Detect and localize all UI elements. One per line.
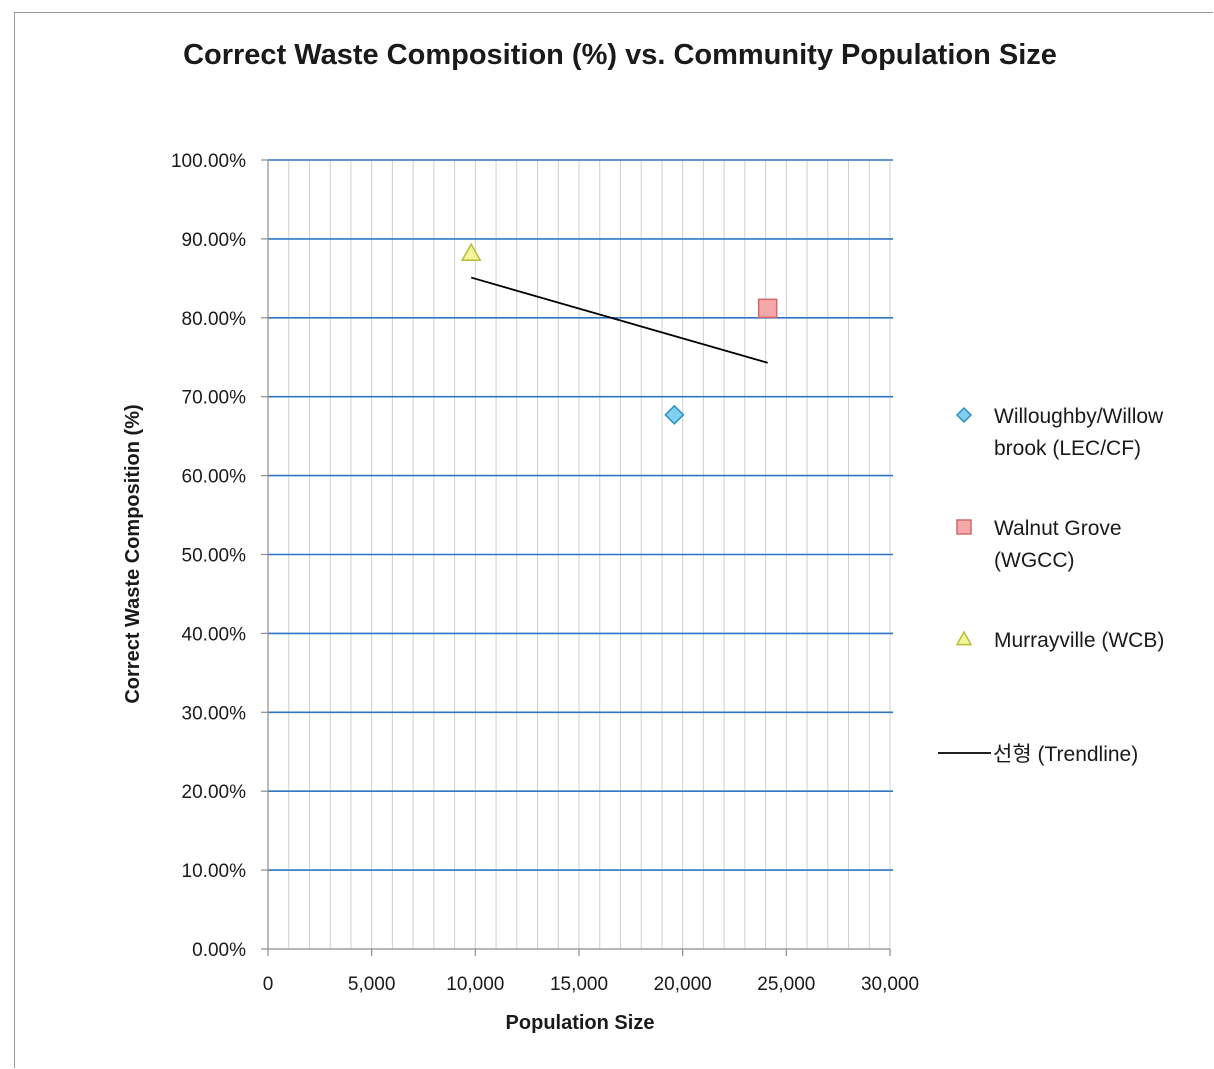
y-tick-label: 100.00% <box>171 151 246 172</box>
x-tick-label: 10,000 <box>446 974 504 995</box>
y-tick-label: 70.00% <box>182 388 247 409</box>
y-tick-label: 90.00% <box>182 230 247 251</box>
y-tick-label: 80.00% <box>182 309 247 330</box>
y-tick-label: 10.00% <box>182 861 247 882</box>
legend-trendline-label: 선형 (Trendline) <box>993 743 1138 766</box>
y-tick-label: 0.00% <box>192 940 246 961</box>
legend-label: Willoughby/Willow <box>994 405 1164 428</box>
legend-label: Murrayville (WCB) <box>994 629 1164 652</box>
y-tick-label: 50.00% <box>182 546 247 567</box>
x-tick-labels: 0 5,000 10,000 15,000 20,000 25,000 30,000 <box>263 974 919 995</box>
legend-label: brook (LEC/CF) <box>994 437 1141 460</box>
legend-marker-diamond <box>955 406 973 424</box>
y-tick-label: 30.00% <box>182 703 247 724</box>
data-point-square <box>757 298 778 319</box>
trendline <box>470 276 768 364</box>
y-tick-label: 20.00% <box>182 782 247 803</box>
chart-frame <box>14 12 1213 1068</box>
trendline-segment <box>470 276 768 364</box>
x-tick-label: 30,000 <box>861 974 919 995</box>
axes <box>261 159 891 956</box>
y-axis-title: Correct Waste Composition (%) <box>122 404 144 703</box>
x-tick-label: 20,000 <box>654 974 712 995</box>
x-tick-label: 25,000 <box>757 974 815 995</box>
y-tick-labels: 0.00% 10.00% 20.00% 30.00% 40.00% 50.00% 60.00… <box>171 151 246 961</box>
x-tick-label: 0 <box>263 974 274 995</box>
data-point-triangle <box>460 242 482 262</box>
legend-label: (WGCC) <box>994 549 1074 572</box>
legend-marker-triangle <box>955 630 973 646</box>
y-tick-label: 40.00% <box>182 624 247 645</box>
legend-label: Walnut Grove <box>994 517 1122 540</box>
chart-title: Correct Waste Composition (%) vs. Commun… <box>183 39 1057 71</box>
x-tick-label: 5,000 <box>348 974 396 995</box>
legend: Willoughby/Willow brook (LEC/CF) Walnut Gr… <box>938 405 1164 766</box>
x-axis-title: Population Size <box>506 1012 655 1034</box>
grid <box>268 159 893 949</box>
data-point-diamond <box>664 404 685 425</box>
data-points <box>460 242 778 425</box>
x-tick-label: 15,000 <box>550 974 608 995</box>
y-tick-label: 60.00% <box>182 467 247 488</box>
legend-marker-square <box>956 519 972 535</box>
